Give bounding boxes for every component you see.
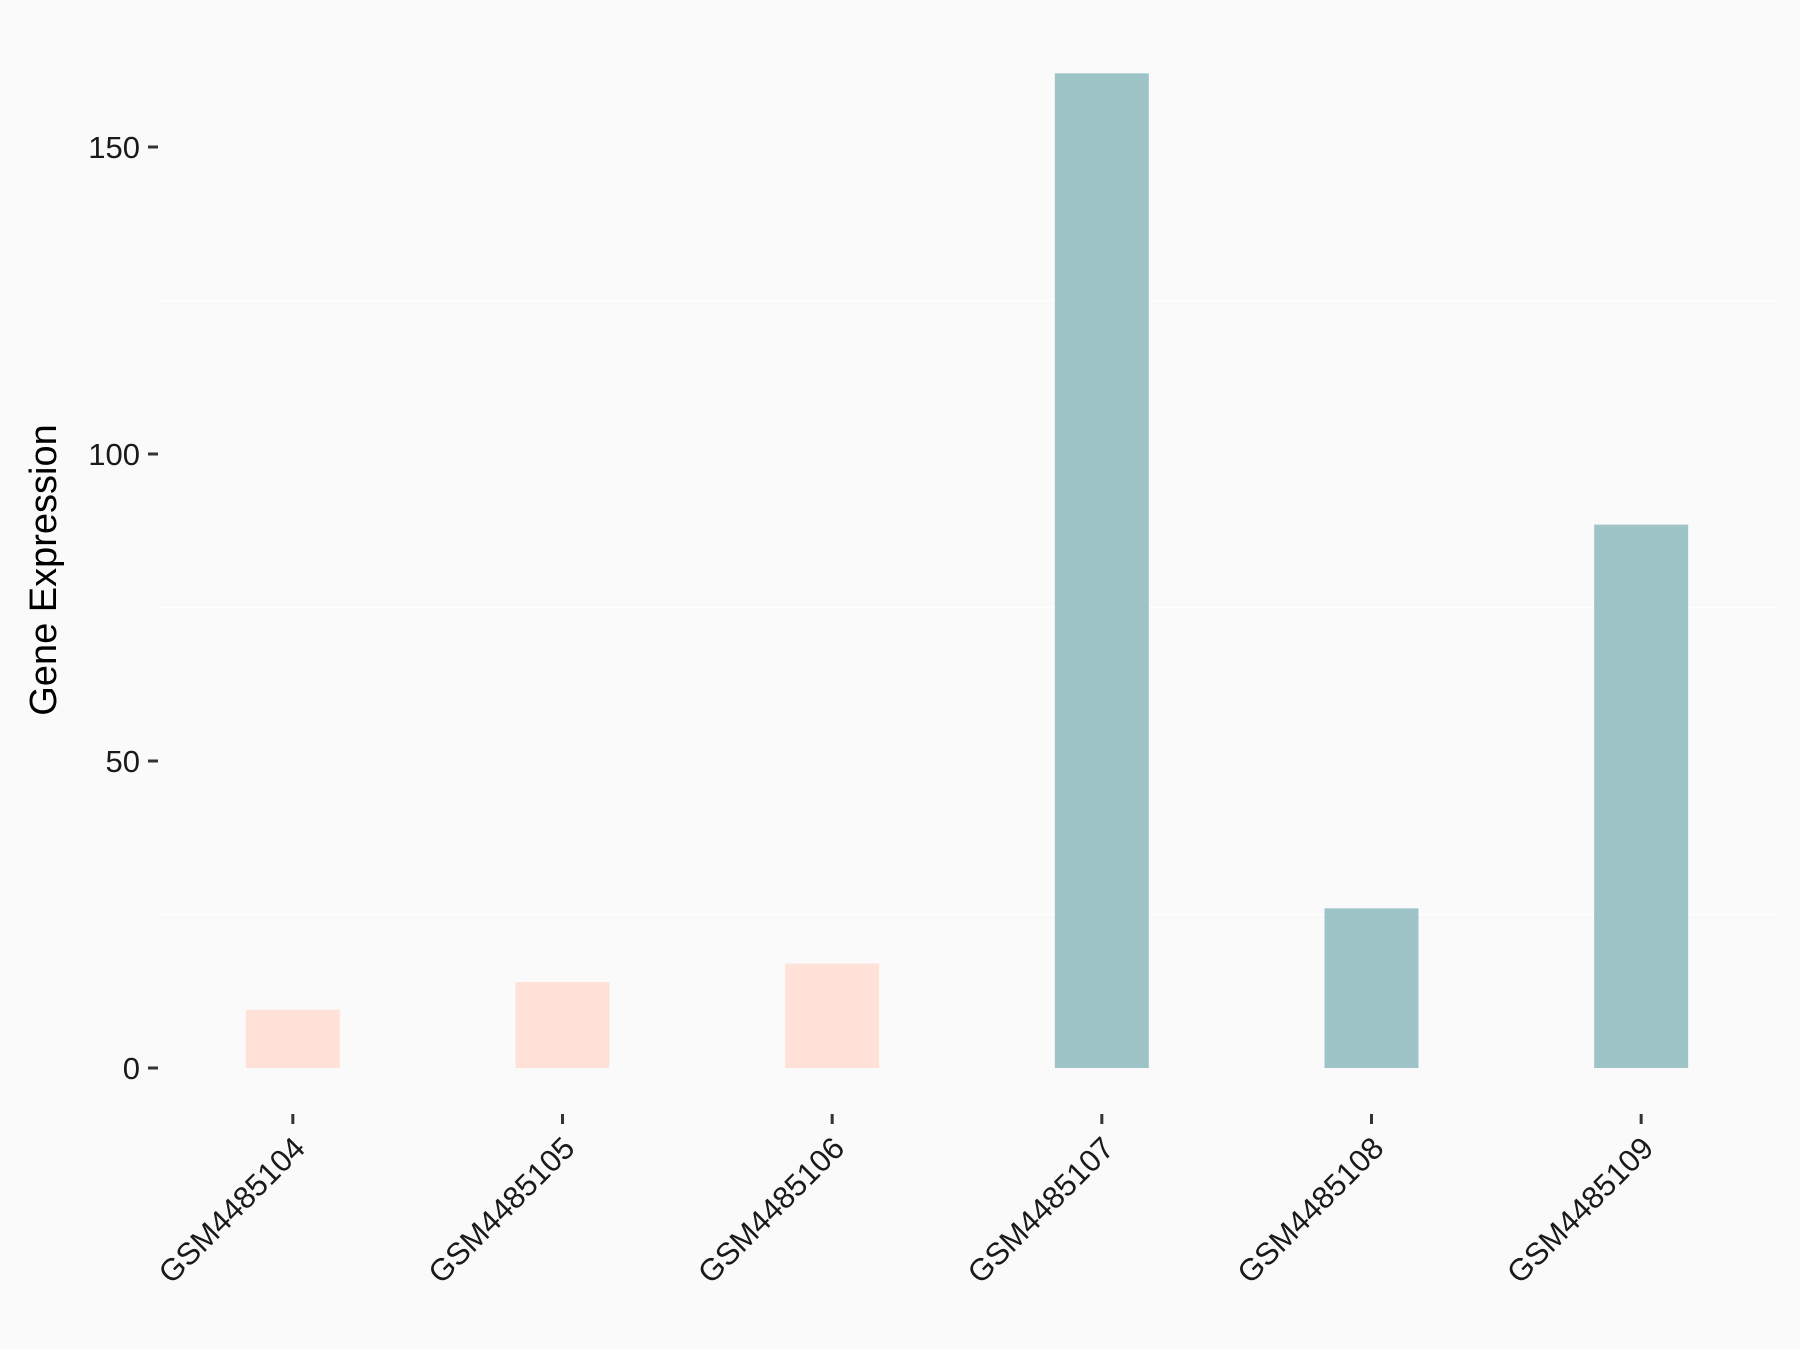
y-axis-title: Gene Expression <box>23 424 65 716</box>
bar-GSM4485106 <box>785 963 880 1068</box>
x-tick-label: GSM4485109 <box>1500 1130 1660 1290</box>
y-tick-label: 50 <box>106 744 140 779</box>
x-tick-label: GSM4485107 <box>961 1130 1121 1290</box>
x-tick-label: GSM4485104 <box>152 1130 312 1290</box>
x-tick-label: GSM4485108 <box>1230 1130 1390 1290</box>
bar-GSM4485104 <box>245 1009 340 1068</box>
y-axis: 0 50 100 150 <box>88 130 158 1086</box>
bar-GSM4485105 <box>515 982 610 1068</box>
bars <box>245 73 1689 1068</box>
y-tick-label: 150 <box>88 130 140 165</box>
bar-GSM4485108 <box>1324 908 1419 1068</box>
grid-lines <box>160 299 1778 916</box>
bar-GSM4485107 <box>1054 73 1149 1068</box>
x-tick-label: GSM4485105 <box>421 1130 581 1290</box>
y-tick-label: 100 <box>88 437 140 472</box>
y-tick-label: 0 <box>123 1051 140 1086</box>
x-axis: GSM4485104 GSM4485105 GSM4485106 GSM4485107… <box>152 1114 1660 1290</box>
bar-GSM4485109 <box>1594 524 1689 1068</box>
x-tick-label: GSM4485106 <box>691 1130 851 1290</box>
